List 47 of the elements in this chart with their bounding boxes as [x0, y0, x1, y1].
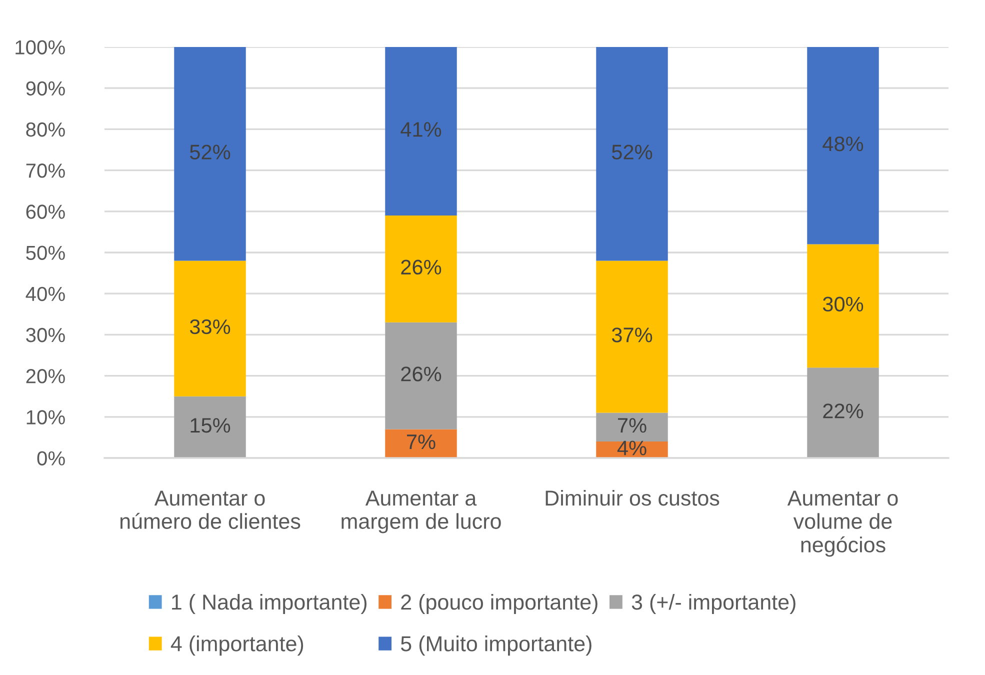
data-label: 52%: [612, 144, 652, 160]
data-label: 52%: [190, 144, 230, 160]
data-label: 7%: [618, 418, 646, 433]
bar: [385, 47, 457, 216]
data-label: 48%: [822, 136, 864, 152]
bar: [174, 260, 246, 396]
y-tick-label: 30%: [26, 328, 65, 342]
bar: [174, 47, 246, 261]
legend-label: 5 (Muito importante): [400, 636, 592, 656]
bar: [385, 216, 457, 322]
legend-label: 2 (pouco importante): [401, 594, 598, 614]
data-label: 4%: [617, 440, 646, 456]
data-label: 26%: [401, 366, 442, 382]
bar: [174, 396, 246, 458]
bar: [385, 322, 457, 430]
y-tick-label: 50%: [26, 246, 65, 260]
data-label: 26%: [401, 260, 442, 275]
y-tick-label: 0%: [37, 451, 65, 466]
x-tick-label: Diminuir os custos: [546, 490, 720, 506]
y-tick-label: 70%: [26, 164, 65, 178]
bar: [807, 368, 879, 458]
y-tick-label: 20%: [26, 369, 65, 384]
data-label: 41%: [400, 122, 442, 137]
legend-label: 3 (+/- importante): [632, 594, 796, 614]
x-tick-label: Aumentar o número de clientes: [120, 490, 300, 529]
legend-label: 4 (importante): [170, 636, 304, 656]
bar: [596, 260, 668, 413]
data-label: 7%: [407, 434, 436, 450]
y-tick-label: 100%: [16, 40, 65, 54]
legend-label: 1 ( Nada importante): [172, 594, 366, 614]
data-label: 37%: [612, 328, 652, 342]
data-label: 15%: [190, 418, 230, 433]
y-tick-label: 10%: [26, 410, 65, 424]
bar: [596, 412, 668, 442]
bar: [385, 429, 457, 458]
y-tick-label: 60%: [26, 204, 65, 219]
y-tick-label: 90%: [26, 81, 65, 96]
data-label: 30%: [822, 296, 864, 312]
bar: [807, 47, 879, 244]
y-tick-label: 40%: [26, 286, 65, 302]
data-label: 33%: [190, 319, 230, 334]
bar: [807, 244, 879, 368]
x-tick-label: Aumentar o volume de negócios: [787, 490, 898, 557]
bar: [596, 47, 668, 261]
x-tick-label: Aumentar a margem de lucro: [342, 490, 501, 534]
data-label: 22%: [823, 404, 864, 418]
y-tick-label: 80%: [26, 122, 65, 137]
